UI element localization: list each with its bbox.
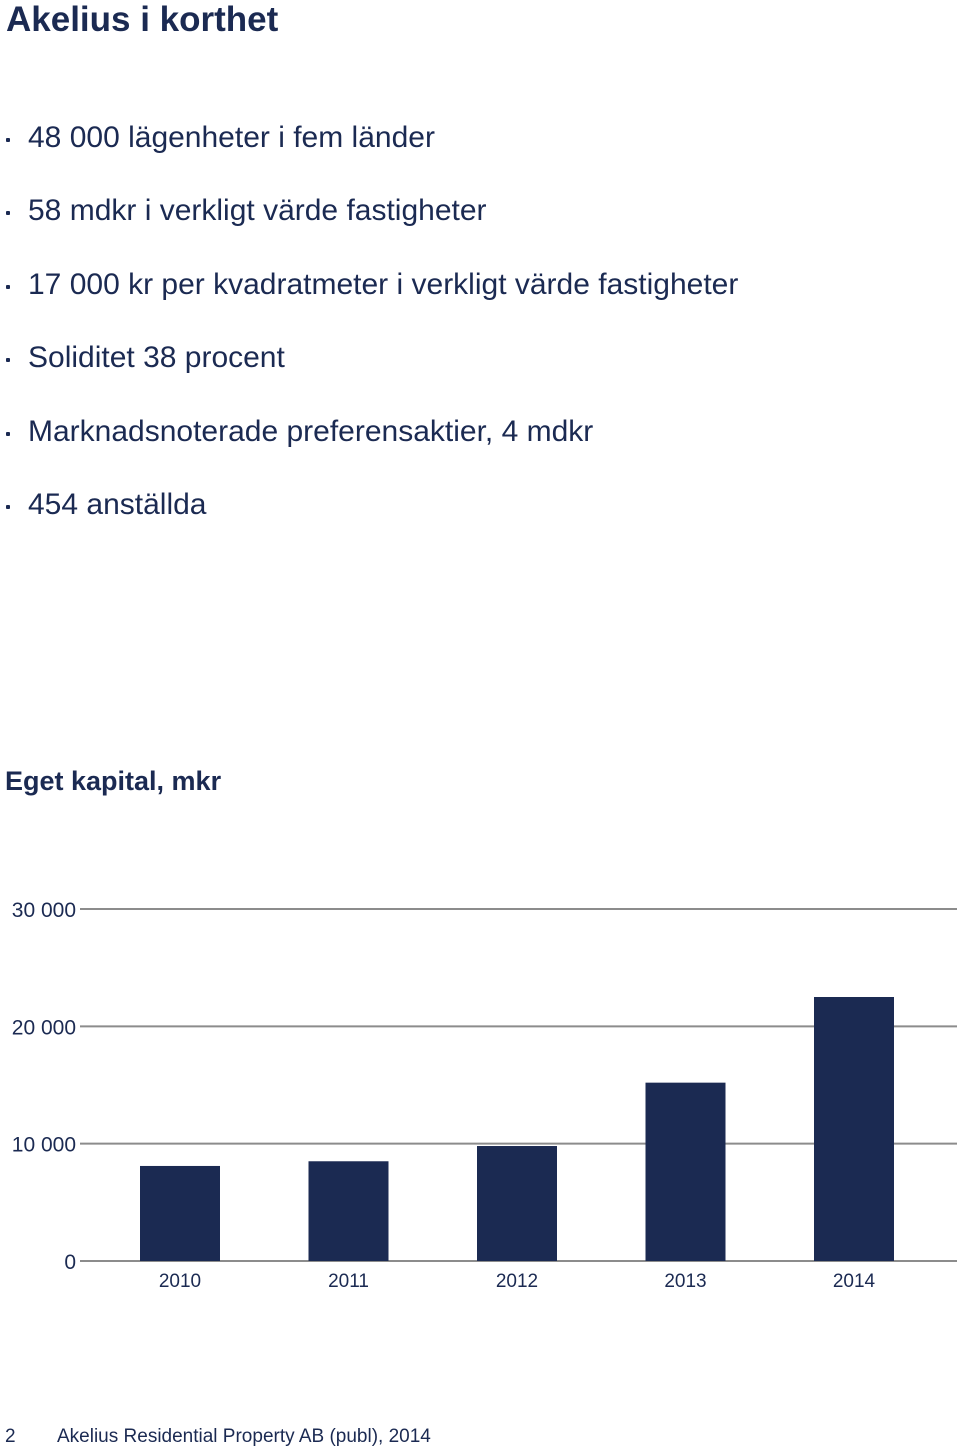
x-tick-label: 2012 [496, 1271, 538, 1292]
bullet-icon [6, 358, 10, 363]
fact-item: 454 anställda [6, 483, 738, 556]
x-tick-label: 2013 [664, 1271, 706, 1292]
fact-text: 48 000 lägenheter i fem länder [28, 121, 435, 154]
fact-item: Soliditet 38 procent [6, 336, 738, 409]
fact-item: Marknadsnoterade preferensaktier, 4 mdkr [6, 410, 738, 483]
bar-2010 [140, 1165, 220, 1261]
bullet-icon [6, 504, 10, 509]
fact-text: Soliditet 38 procent [28, 341, 285, 375]
bar-2011 [308, 1161, 389, 1261]
y-tick-label: 10 000 [12, 1134, 76, 1157]
bar-2013 [645, 1082, 726, 1261]
fact-text: 454 anställda [28, 487, 207, 521]
fact-text: 17 000 kr per kvadratmeter i verkligt vä… [28, 267, 739, 301]
x-tick-label: 2011 [328, 1271, 369, 1292]
bullet-icon [6, 138, 10, 142]
footer-text: Akelius Residential Property AB (publ), … [57, 1426, 431, 1447]
y-tick-label: 30 000 [12, 899, 76, 922]
fact-text: Marknadsnoterade preferensaktier, 4 mdkr [28, 414, 594, 448]
fact-item: 17 000 kr per kvadratmeter i verkligt vä… [6, 263, 738, 336]
y-tick-label: 20 000 [12, 1016, 76, 1039]
fact-list: 48 000 lägenheter i fem länder 58 mdkr i… [6, 116, 738, 556]
fact-text: 58 mdkr i verkligt värde fastigheter [28, 194, 487, 228]
bar-2012 [477, 1146, 557, 1261]
x-tick-label: 2010 [159, 1271, 201, 1292]
bullet-icon [6, 431, 10, 436]
chart-title: Eget kapital, mkr [5, 766, 222, 796]
equity-bar-chart: 0 10 000 20 000 30 000 2010 2011 2012 2013 2014 [12, 899, 957, 1292]
page-number: 2 [5, 1426, 16, 1447]
y-tick-label: 0 [64, 1251, 76, 1274]
bullet-icon [6, 284, 10, 289]
page-title: Akelius i korthet [6, 0, 279, 39]
bullet-icon [6, 211, 10, 216]
fact-item: 58 mdkr i verkligt värde fastigheter [6, 189, 738, 262]
bar-2014 [814, 997, 894, 1261]
fact-item: 48 000 lägenheter i fem länder [6, 116, 738, 189]
x-tick-label: 2014 [833, 1271, 876, 1292]
